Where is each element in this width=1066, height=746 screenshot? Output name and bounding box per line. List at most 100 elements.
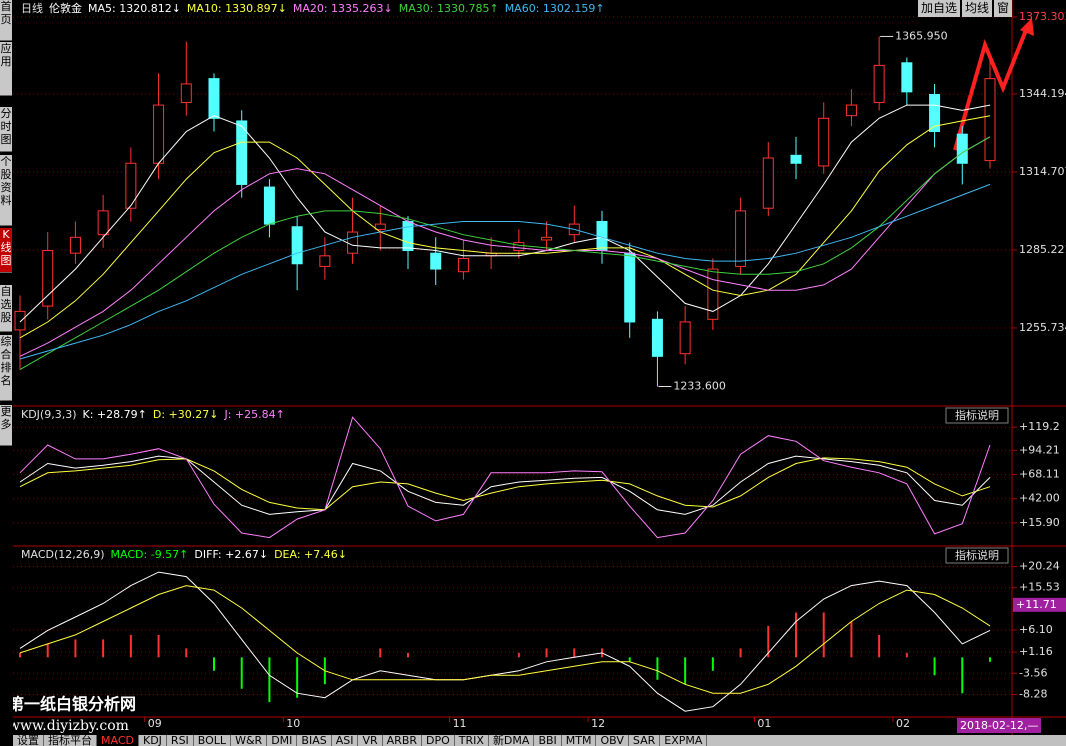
indicator-tab[interactable]: OBV — [596, 735, 629, 746]
sidebar-tab[interactable]: 更多 — [0, 405, 12, 446]
candle-body — [42, 250, 54, 307]
indicator-tab[interactable]: RSI — [167, 735, 194, 746]
y-tick-label: +1.16 — [1019, 645, 1053, 658]
indicator-tab[interactable]: EXPMA — [660, 735, 708, 746]
toolbar-button[interactable]: 窗 — [993, 0, 1012, 17]
indicator-tab[interactable]: DPO — [422, 735, 455, 746]
sidebar-tab[interactable]: 综合排名 — [0, 335, 12, 401]
watermark-title: 第一纸白银分析网 — [8, 695, 136, 714]
indicator-tab[interactable]: SAR — [629, 735, 661, 746]
annotation-label: 1233.600 — [673, 379, 726, 392]
indicator-tab[interactable]: 设置 — [13, 735, 44, 746]
indicator-line — [19, 455, 991, 515]
sidebar-tab[interactable]: 应用 — [0, 42, 12, 96]
indicator-line — [19, 585, 991, 694]
candle-body — [845, 104, 857, 117]
indicator-tab[interactable]: 新DMA — [489, 735, 535, 746]
indicator-tab[interactable]: W&R — [231, 735, 268, 746]
panel-title: MACD(12,26,9) — [21, 548, 105, 561]
indicator-line — [19, 416, 991, 539]
legend-item: DEA: +7.46↓ — [274, 548, 347, 561]
indicator-tab[interactable]: 指标平台 — [44, 735, 97, 746]
legend-item: MACD: -9.57↑ — [111, 548, 189, 561]
candle-body — [291, 226, 303, 265]
legend-item: MA10: 1330.897↓ — [187, 2, 287, 15]
y-tick-label: +20.24 — [1019, 560, 1060, 573]
indicator-line — [19, 104, 991, 323]
y-tick-label: 1373.303 — [1019, 10, 1066, 23]
current-value-bg — [1013, 597, 1066, 612]
panel-header: MACD(12,26,9) MACD: -9.57↑ DIFF: +2.67↓ DEA… — [21, 548, 347, 561]
legend-item: J: +25.84↑ — [223, 408, 284, 421]
legend-item: MA60: 1302.159↑ — [505, 2, 605, 15]
candle-body — [430, 252, 442, 270]
candle-body — [735, 210, 747, 267]
indicator-line — [19, 136, 991, 371]
button-bg — [945, 407, 1009, 424]
indicator-tab[interactable]: BOLL — [194, 735, 232, 746]
y-tick-label: +68.11 — [1019, 468, 1060, 481]
candle-body — [347, 231, 359, 254]
indicator-tab[interactable]: ASI — [332, 735, 359, 746]
toolbar-button[interactable]: 均线 — [961, 0, 992, 17]
candle-body — [263, 186, 275, 225]
indicator-help-button[interactable]: 指标说明 — [955, 408, 999, 422]
sidebar-tab[interactable]: 自选股 — [0, 285, 12, 332]
legend-item: MA5: 1320.812↓ — [88, 2, 181, 15]
sidebar-tab[interactable]: 个股资料 — [0, 155, 12, 226]
sidebar-tab[interactable]: 首页 — [0, 0, 12, 41]
sidebar-tab[interactable]: 分时图 — [0, 107, 12, 152]
instrument-name: 伦敦金 — [49, 1, 82, 15]
panel-title: 日线 — [21, 1, 43, 15]
indicator-tab[interactable]: BBI — [534, 735, 562, 746]
x-tick-label: 01 — [757, 717, 771, 730]
indicator-tab[interactable]: ARBR — [383, 735, 423, 746]
trend-arrow — [953, 24, 1030, 151]
y-tick-label: +15.90 — [1019, 516, 1060, 529]
candle-body — [125, 162, 137, 209]
indicator-tab[interactable]: TRIX — [455, 735, 489, 746]
indicator-tab[interactable]: KDJ — [139, 735, 167, 746]
annotation-label: 1365.950 — [895, 29, 948, 42]
candle-body — [873, 64, 885, 103]
indicator-line — [19, 457, 991, 511]
candle-body — [402, 220, 414, 252]
y-tick-label: 1255.734 — [1019, 321, 1066, 334]
y-tick-label: +6.10 — [1019, 623, 1053, 636]
candle-body — [707, 268, 719, 320]
toolbar: 加自选 均线窗 — [917, 0, 1012, 17]
candle-body — [513, 242, 525, 252]
indicator-tab[interactable]: DMI — [267, 735, 298, 746]
y-tick-label: +42.00 — [1019, 492, 1060, 505]
legend-item: K: +28.79↑ — [83, 408, 147, 421]
candle-body — [14, 310, 26, 331]
toolbar-button[interactable]: 加自选 — [917, 0, 960, 17]
candle-body — [153, 104, 165, 164]
candle-body — [901, 62, 913, 93]
indicator-tab[interactable]: MTM — [562, 735, 597, 746]
indicator-tab[interactable]: BIAS — [297, 735, 332, 746]
y-tick-label: 1285.221 — [1019, 243, 1066, 256]
x-tick-label: 11 — [453, 717, 467, 730]
legend-item: D: +30.27↓ — [153, 408, 219, 421]
panel-title: KDJ(9,3,3) — [21, 408, 77, 421]
indicator-line — [19, 115, 991, 339]
sidebar-tab[interactable]: K线图 — [0, 228, 12, 273]
legend-item: MA20: 1335.263↓ — [293, 2, 393, 15]
candle-body — [69, 236, 81, 254]
indicator-tab[interactable]: MACD — [97, 735, 139, 746]
candle-body — [541, 236, 553, 241]
candle-body — [624, 252, 636, 323]
sidebar: 首页 应用分时图个股资料 K线图自选股综合排名更多 — [0, 0, 13, 735]
candle-body — [956, 133, 968, 164]
candle-body — [374, 223, 386, 230]
candle-body — [180, 83, 192, 103]
y-tick-label: -8.28 — [1019, 687, 1047, 700]
indicator-help-button[interactable]: 指标说明 — [955, 548, 999, 562]
legend-item: MA30: 1330.785↑ — [399, 2, 499, 15]
y-tick-label: +94.21 — [1019, 443, 1060, 456]
candle-body — [97, 210, 109, 236]
indicator-tab[interactable]: VR — [358, 735, 383, 746]
candle-body — [762, 157, 774, 209]
